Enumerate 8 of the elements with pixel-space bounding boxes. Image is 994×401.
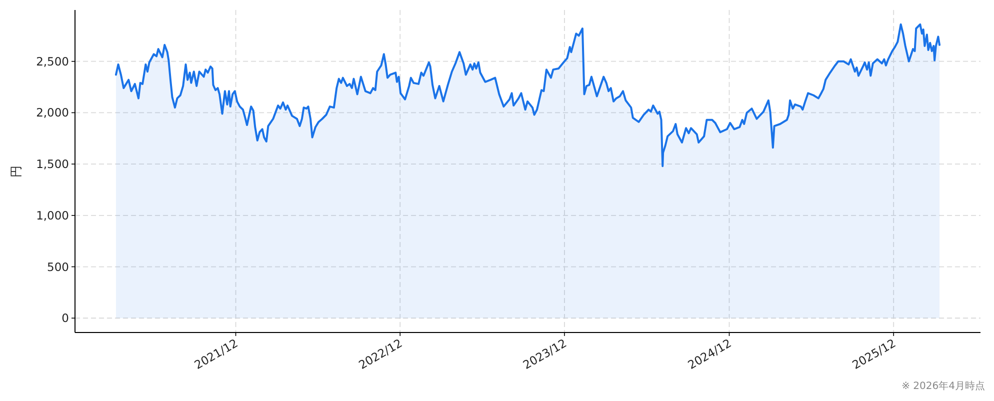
y-axis-title: 円 [9,165,23,178]
y-tick-label: 500 [47,260,69,274]
y-tick-label: 0 [62,311,69,326]
y-tick-label: 1,000 [36,208,69,222]
y-tick-label: 1,500 [36,157,69,172]
y-tick-label: 2,500 [36,54,69,68]
text: ※ 2026年4月時点 [902,380,985,392]
y-tick-label: 2,000 [36,106,69,120]
